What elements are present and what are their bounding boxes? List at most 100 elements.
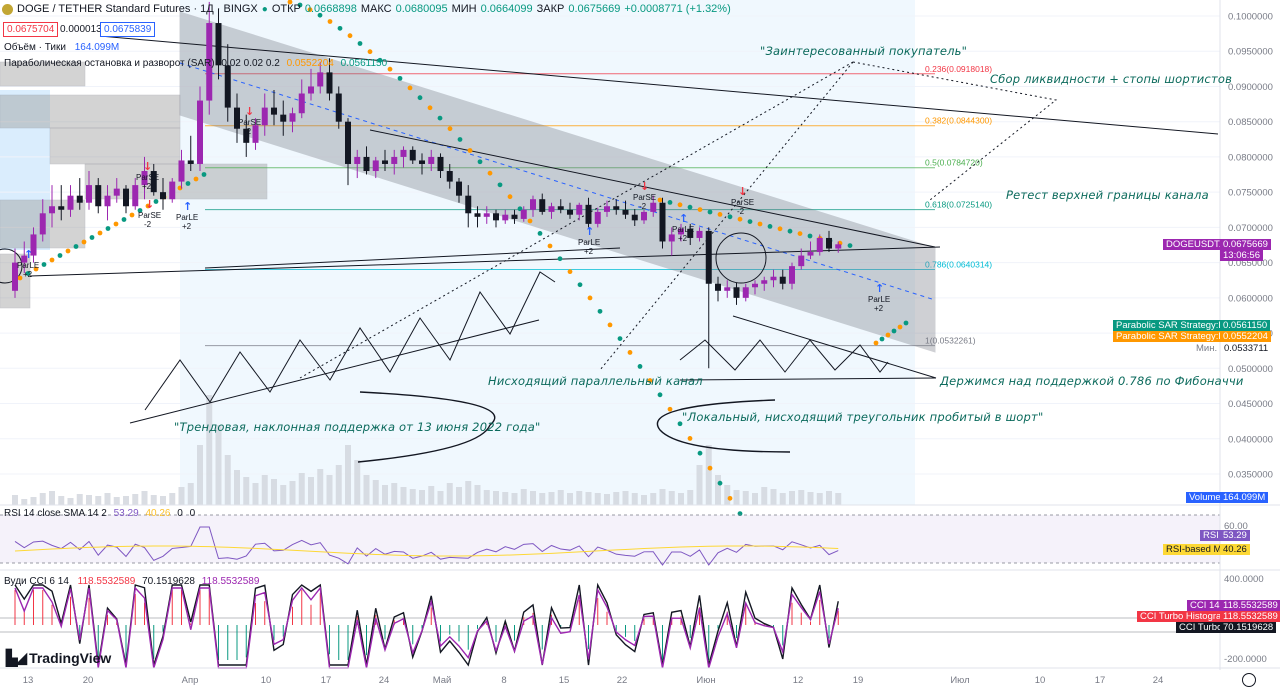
volume-bar (123, 496, 129, 505)
candle-body (354, 156, 361, 164)
signal-label: ParLE (868, 295, 890, 304)
volume-bar (21, 499, 28, 505)
sar-indicator-legend[interactable]: Параболическая остановка и разворот (SAR… (4, 58, 387, 70)
price-tick-label: 0.0950000 (1228, 47, 1273, 58)
candle-body (391, 156, 398, 164)
sar-dot (847, 243, 853, 249)
sar-dot (105, 226, 111, 231)
volume-bars (12, 395, 842, 505)
sar-dot (317, 12, 323, 18)
volume-bar (548, 492, 555, 505)
signal-qty: -2 (639, 202, 647, 211)
annotation-liquidity[interactable]: Сбор ликвидности + стопы шортистов (990, 72, 1233, 86)
candle-body (705, 230, 712, 284)
candle-body (770, 276, 777, 281)
price-tick-label: 0.0800000 (1228, 152, 1273, 163)
annotation-retest[interactable]: Ретест верхней границы канала (1006, 188, 1209, 202)
candle-body (308, 86, 314, 94)
sar-dot (607, 322, 613, 328)
low-label: МИН (451, 3, 477, 15)
sar-dot (507, 194, 513, 200)
candle-body (224, 65, 231, 108)
annotation-channel[interactable]: Нисходящий параллельный канал (488, 374, 703, 388)
annotation-fib-hold[interactable]: Держимся над поддержкой 0.786 по Фибонач… (940, 374, 1244, 388)
volume-bar (826, 491, 832, 505)
candle-body (511, 214, 518, 219)
candle-body (49, 206, 55, 214)
annotation-trend[interactable]: "Трендовая, наклонная поддержка от 13 ию… (174, 420, 541, 434)
candle-body (21, 255, 28, 263)
sar-dot (697, 450, 703, 456)
fib-level-label: 0.618(0.0725140) (925, 200, 992, 210)
sar-dot (153, 199, 159, 204)
volume-bar (206, 395, 213, 505)
sar-dot (687, 436, 693, 441)
volume-bar (715, 475, 721, 505)
candle-body (650, 202, 657, 212)
volume-bar (641, 495, 647, 505)
sar-plot-value-1: 0.0561150 (1220, 320, 1271, 331)
time-tick-label: 17 (321, 675, 332, 686)
candle-body (641, 211, 647, 221)
volume-bar (298, 473, 305, 505)
cci-axis-bottom: -200.0000 (1224, 654, 1267, 665)
order-block-box (84, 163, 268, 200)
symbol-title[interactable]: DOGE / TETHER Standard Futures · 1Д · BI… (17, 3, 258, 15)
signal-label: ParSE (136, 173, 159, 182)
cci-indicator-value-1: 118.5532589 (77, 576, 136, 587)
candle-body (530, 199, 536, 210)
sar-dot (807, 233, 813, 239)
tradingview-logo[interactable]: ▙◢ TradingView (6, 649, 111, 667)
sar-dot (677, 421, 683, 427)
spread-value: 0.0000135 (60, 24, 108, 35)
resistance-trend-line (99, 35, 1219, 135)
volume-indicator-legend[interactable]: Объём · Тики 164.099M (4, 42, 119, 54)
candle-body (816, 237, 823, 253)
sar-dot (577, 282, 583, 288)
volume-bar (631, 493, 638, 505)
fib-level-label: 1(0.0532261) (925, 336, 976, 346)
sar-plot-value-2: 0.0552204 (1220, 331, 1271, 342)
sar-dot (447, 126, 453, 132)
order-block-box (49, 127, 181, 165)
sar-dot (677, 202, 683, 208)
candle-body (104, 195, 111, 207)
price-tick-label: 0.0650000 (1228, 258, 1273, 269)
volume-bar (761, 487, 768, 505)
sar-dot (407, 85, 413, 91)
candle-body (474, 213, 481, 217)
high-value: 0.0680095 (395, 3, 448, 15)
triangle-top-line (732, 315, 937, 379)
volume-bar (483, 490, 490, 505)
candle-body (419, 160, 425, 164)
signal-arrow-icon: ↑ (183, 200, 192, 213)
sar-plot-tag-1: Parabolic SAR Strategy:Plot (1113, 320, 1238, 331)
volume-bar (622, 491, 629, 505)
annotation-triangle[interactable]: "Локальный, нисходящий треугольник проби… (682, 410, 1044, 424)
signal-label: ParLE (578, 238, 600, 247)
volume-bar (12, 495, 18, 505)
strategy-signals: ↓ParSE+2↓ParSE-2↑ParLE+2↓ParSE-2↑ParLE+2… (17, 105, 890, 313)
volume-bar (770, 489, 777, 505)
candle-body (30, 234, 37, 256)
signal-qty: +2 (23, 270, 33, 279)
candle-body (169, 181, 176, 200)
volume-bar (326, 475, 333, 505)
sar-dot (797, 231, 803, 237)
volume-bar (807, 492, 814, 505)
candle-body (141, 171, 148, 186)
signal-arrow-icon: ↑ (585, 225, 594, 238)
ask-price-box[interactable]: 0.0675839 (100, 22, 156, 37)
price-tick-label: 0.0900000 (1228, 82, 1273, 93)
rsi-indicator-legend[interactable]: RSI 14 close SMA 14 2 53.29 40.26 0 0 (4, 508, 195, 520)
channel-midline (179, 62, 936, 301)
bid-price-box[interactable]: 0.0675704 (3, 22, 59, 37)
cci-indicator-legend[interactable]: Вуди CCI 6 14 118.5532589 70.1519628 118… (4, 576, 259, 588)
sar-dot (25, 271, 31, 276)
cci-hist-axis-value: 118.5532589 (1220, 611, 1280, 622)
signal-arrow-icon: ↑ (679, 212, 688, 225)
sar-indicator-value-2: 0.0561150 (340, 58, 388, 69)
annotation-buyer[interactable]: "Заинтересованный покупатель" (760, 44, 968, 58)
settings-gear-icon[interactable] (1242, 673, 1256, 687)
